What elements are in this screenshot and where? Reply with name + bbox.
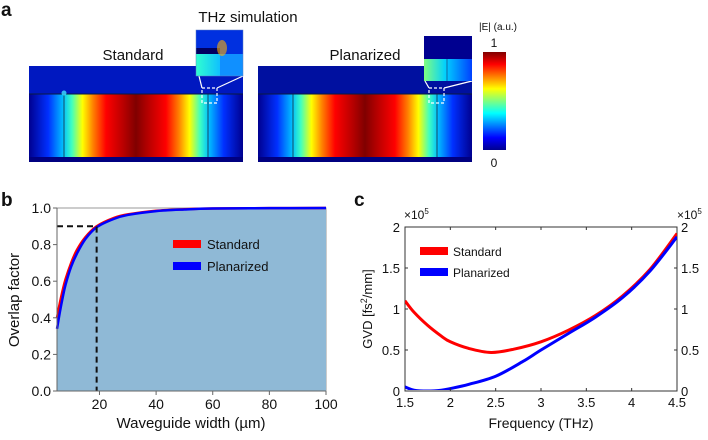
area-fill — [57, 208, 326, 391]
x-tick-label: 80 — [262, 396, 278, 412]
panel-label-c: c — [354, 190, 365, 211]
x-tick-label: 1.5 — [396, 395, 414, 410]
legend-swatch-planarized — [420, 268, 448, 276]
legend-swatch-planarized — [173, 262, 201, 270]
legend-label-planarized: Planarized — [207, 259, 268, 274]
overlap-y-axis-label: Overlap factor — [6, 253, 23, 347]
x-tick-label: 40 — [148, 396, 164, 412]
y-tick-label-right: 1.5 — [681, 261, 699, 276]
x-tick-label: 4.5 — [668, 395, 686, 410]
overlap-factor-chart: 20 40 60 80 100 0.0 0.2 0.4 0.6 0.8 1.0 Standard Pla… — [32, 200, 338, 412]
colorbar-min-label: 0 — [491, 156, 498, 170]
series-line-planarized — [405, 235, 677, 390]
legend-swatch-standard — [173, 240, 201, 248]
gvd-y-axis-label: GVD [fs2/mm] — [359, 269, 375, 348]
legend-label-standard: Standard — [207, 237, 260, 252]
standard-sim-label: Standard — [103, 47, 164, 64]
panel-label-b: b — [1, 190, 13, 211]
y-tick-label: 1.0 — [32, 200, 52, 216]
legend-label-planarized: Planarized — [453, 266, 510, 280]
gvd-x-axis-label: Frequency (THz) — [488, 415, 593, 431]
panel-a-title: THz simulation — [198, 9, 297, 26]
y-tick-label-right: 1 — [681, 302, 688, 317]
overlap-x-axis-label: Waveguide width (µm) — [117, 415, 266, 432]
gvd-chart: 1.5 2 2.5 3 3.5 4 4.50 00.5 0.51 11.5 1.52 2Standar… — [382, 220, 699, 410]
y-tick-label-left: 1 — [393, 302, 400, 317]
gvd-right-multiplier: ×105 — [677, 207, 702, 222]
y-tick-label: 0.4 — [32, 310, 52, 326]
standard-zoom-inset — [195, 29, 244, 77]
y-tick-label: 0.0 — [32, 383, 52, 399]
x-tick-label: 100 — [314, 396, 338, 412]
y-tick-label: 0.8 — [32, 237, 52, 253]
colorbar-label: |E| (a.u.) — [479, 22, 517, 33]
x-tick-label: 60 — [205, 396, 221, 412]
colorbar-max-label: 1 — [491, 36, 498, 50]
y-tick-label-left: 2 — [393, 220, 400, 235]
x-tick-label: 4 — [628, 395, 635, 410]
x-tick-label: 20 — [92, 396, 108, 412]
x-tick-label: 2.5 — [487, 395, 505, 410]
y-tick-label-right: 0 — [681, 384, 688, 399]
y-tick-label-left: 0 — [393, 384, 400, 399]
reference-dashed-line — [57, 225, 98, 391]
y-tick-label-left: 1.5 — [382, 261, 400, 276]
legend-swatch-standard — [420, 247, 448, 255]
standard-field-map — [29, 66, 244, 162]
planarized-zoom-inset — [424, 36, 472, 81]
planarized-field-map — [258, 66, 473, 162]
gvd-left-multiplier: ×105 — [404, 207, 429, 222]
colorbar: |E| (a.u.) 1 0 — [479, 22, 517, 170]
y-tick-label-right: 2 — [681, 220, 688, 235]
y-tick-label-left: 0.5 — [382, 343, 400, 358]
y-tick-label: 0.2 — [32, 346, 52, 362]
planarized-sim-label: Planarized — [330, 47, 401, 64]
x-tick-label: 3.5 — [577, 395, 595, 410]
panel-label-a: a — [1, 0, 12, 21]
legend-label-standard: Standard — [453, 245, 502, 259]
x-tick-label: 3 — [537, 395, 544, 410]
y-tick-label-right: 0.5 — [681, 343, 699, 358]
y-tick-label: 0.6 — [32, 273, 52, 289]
x-tick-label: 2 — [447, 395, 454, 410]
